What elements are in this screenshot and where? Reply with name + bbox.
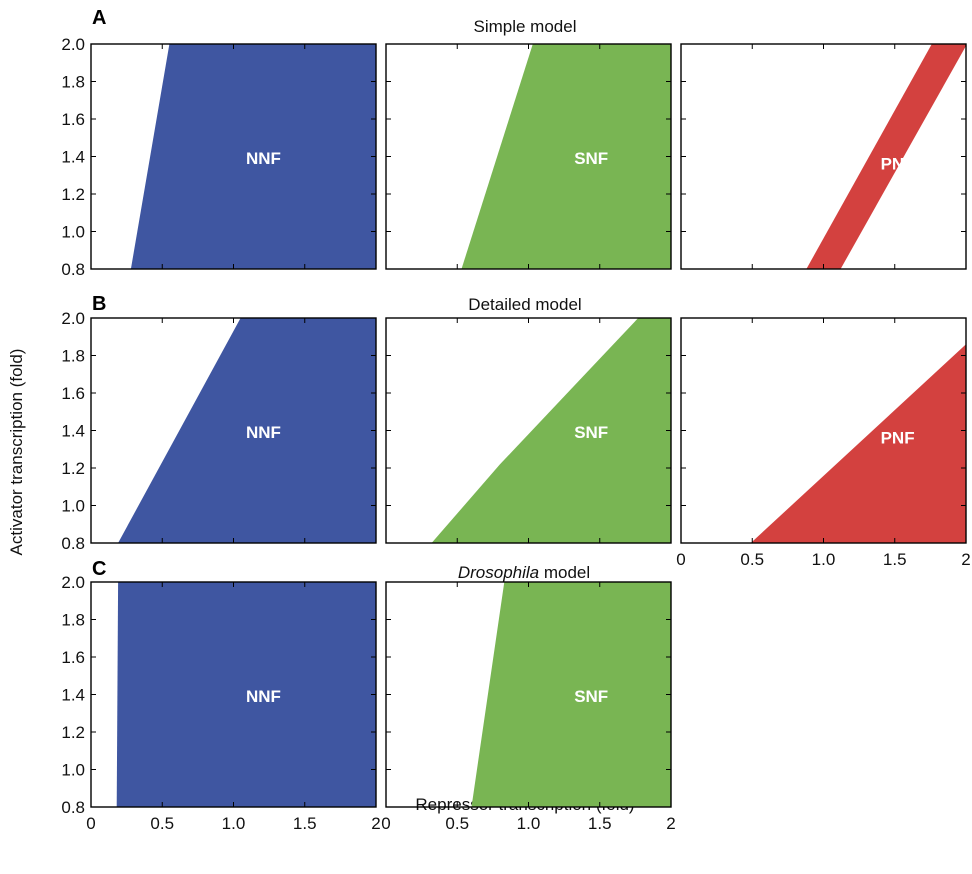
row-title-c: Drosophila model (458, 563, 590, 582)
y-tick-label-b1-3: 1.4 (61, 422, 85, 441)
row-title-c-rest: model (539, 563, 590, 582)
y-tick-label-b1-6: 2.0 (61, 309, 85, 328)
region-label-nnf-c1: NNF (246, 687, 281, 706)
y-axis-title: Activator transcription (fold) (7, 349, 26, 556)
y-tick-label-a1-3: 1.4 (61, 148, 85, 167)
y-tick-label-c1-3: 1.4 (61, 686, 85, 705)
x-tick-label-b3-3: 1.5 (883, 550, 907, 569)
y-tick-label-b1-5: 1.8 (61, 347, 85, 366)
region-label-nnf-b1: NNF (246, 423, 281, 442)
region-nnf-b1 (118, 318, 376, 543)
row-title-a: Simple model (474, 17, 577, 36)
y-tick-label-a1-1: 1.0 (61, 223, 85, 242)
y-tick-label-b1-0: 0.8 (61, 534, 85, 553)
x-tick-label-b3-0: 0 (676, 550, 685, 569)
panel-letter-b: B (92, 293, 106, 315)
y-tick-label-b1-2: 1.2 (61, 459, 85, 478)
region-nnf-c1 (116, 582, 376, 807)
y-tick-label-a1-4: 1.6 (61, 110, 85, 129)
region-pnf-a3 (806, 44, 966, 269)
region-label-pnf-a3: PNF (881, 155, 915, 174)
y-tick-label-c1-2: 1.2 (61, 723, 85, 742)
x-tick-label-b3-1: 0.5 (740, 550, 764, 569)
region-pnf-b3 (750, 344, 966, 543)
x-tick-label-c2-3: 1.5 (588, 814, 612, 833)
y-tick-label-a1-2: 1.2 (61, 185, 85, 204)
x-tick-label-c2-0: 0 (381, 814, 390, 833)
panel-letter-a: A (92, 7, 106, 29)
region-snf-b2 (431, 318, 671, 543)
x-tick-label-c1-2: 1.0 (222, 814, 246, 833)
y-tick-label-b1-4: 1.6 (61, 384, 85, 403)
region-snf-a2 (461, 44, 671, 269)
region-snf-c2 (471, 582, 671, 807)
x-tick-label-b3-2: 1.0 (812, 550, 836, 569)
y-tick-label-c1-5: 1.8 (61, 611, 85, 630)
x-tick-label-c1-3: 1.5 (293, 814, 317, 833)
x-tick-label-c1-1: 0.5 (150, 814, 174, 833)
x-tick-label-c2-2: 1.0 (517, 814, 541, 833)
panel-letter-c: C (92, 558, 106, 580)
y-tick-label-a1-5: 1.8 (61, 73, 85, 92)
y-tick-label-b1-1: 1.0 (61, 497, 85, 516)
x-tick-label-c2-4: 2 (666, 814, 675, 833)
x-tick-label-c2-1: 0.5 (445, 814, 469, 833)
x-tick-label-b3-4: 2 (961, 550, 970, 569)
region-label-nnf-a1: NNF (246, 149, 281, 168)
x-tick-label-c1-0: 0 (86, 814, 95, 833)
y-tick-label-c1-1: 1.0 (61, 761, 85, 780)
x-tick-label-c1-4: 2 (371, 814, 380, 833)
region-label-snf-b2: SNF (574, 423, 608, 442)
region-label-snf-c2: SNF (574, 687, 608, 706)
row-title-b: Detailed model (468, 295, 581, 314)
y-tick-label-c1-6: 2.0 (61, 573, 85, 592)
row-title-c-italic: Drosophila (458, 563, 539, 582)
region-nnf-a1 (130, 44, 376, 269)
y-tick-label-c1-4: 1.6 (61, 648, 85, 667)
region-label-pnf-b3: PNF (881, 429, 915, 448)
region-label-snf-a2: SNF (574, 149, 608, 168)
y-tick-label-c1-0: 0.8 (61, 798, 85, 817)
y-tick-label-a1-6: 2.0 (61, 35, 85, 54)
panels-group: 0.8 1.0 1.2 1.4 1.6 1.8 2.0 NNF SNF PNF 0.8 1.0 1.2 1… (61, 35, 970, 833)
y-tick-label-a1-0: 0.8 (61, 260, 85, 279)
